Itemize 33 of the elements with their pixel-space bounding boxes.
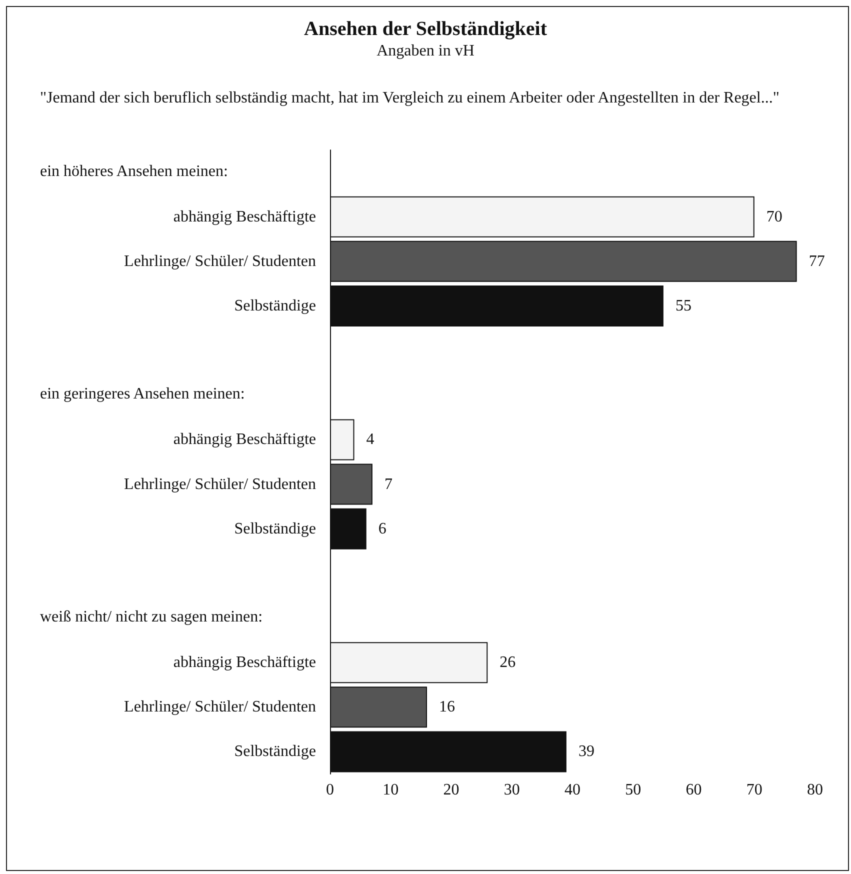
x-tick-label: 20: [443, 782, 460, 798]
chart-title: Ansehen der Selbständigkeit: [304, 18, 548, 40]
y-tick-label: Lehrlinge/ Schüler/ Studenten: [124, 698, 316, 716]
data-label: 6: [378, 520, 386, 538]
data-label: 77: [808, 252, 825, 270]
y-tick-label: abhängig Beschäftigte: [173, 654, 316, 672]
x-tick-label: 0: [326, 782, 334, 798]
x-tick-label: 80: [807, 782, 823, 798]
x-tick-label: 40: [564, 782, 580, 798]
text: "Jemand der sich beruflich selbständig macht, hat im Vergleich zu einem Arbeiter oder Angestellten in der Regel...": [40, 90, 780, 106]
text: ein höheres Ansehen meinen:: [40, 162, 228, 180]
y-tick-label: Selbständige: [234, 298, 316, 314]
text: weiß nicht/ nicht zu sagen meinen:: [40, 608, 263, 626]
text: ein geringeres Ansehen meinen:: [40, 386, 245, 403]
data-label: 7: [384, 476, 392, 493]
data-label: 39: [578, 743, 594, 760]
y-tick-label: abhängig Beschäftigte: [173, 431, 316, 448]
data-label: 70: [766, 208, 782, 226]
data-label: 4: [366, 431, 374, 448]
data-label: 55: [675, 298, 692, 314]
x-tick-label: 10: [382, 782, 399, 798]
y-tick-label: Lehrlinge/ Schüler/ Studenten: [124, 476, 316, 493]
y-tick-label: Selbständige: [234, 520, 316, 538]
y-tick-label: abhängig Beschäftigte: [173, 208, 316, 226]
x-tick-label: 50: [625, 782, 642, 798]
y-tick-label: Selbständige: [234, 743, 316, 760]
x-tick-label: 70: [746, 782, 762, 798]
x-tick-label: 30: [504, 782, 520, 798]
data-label: 26: [500, 654, 516, 672]
data-label: 16: [439, 698, 455, 716]
chart-subtitle: Angaben in vH: [376, 42, 475, 60]
x-tick-label: 60: [686, 782, 702, 798]
y-tick-label: Lehrlinge/ Schüler/ Studenten: [124, 252, 316, 270]
